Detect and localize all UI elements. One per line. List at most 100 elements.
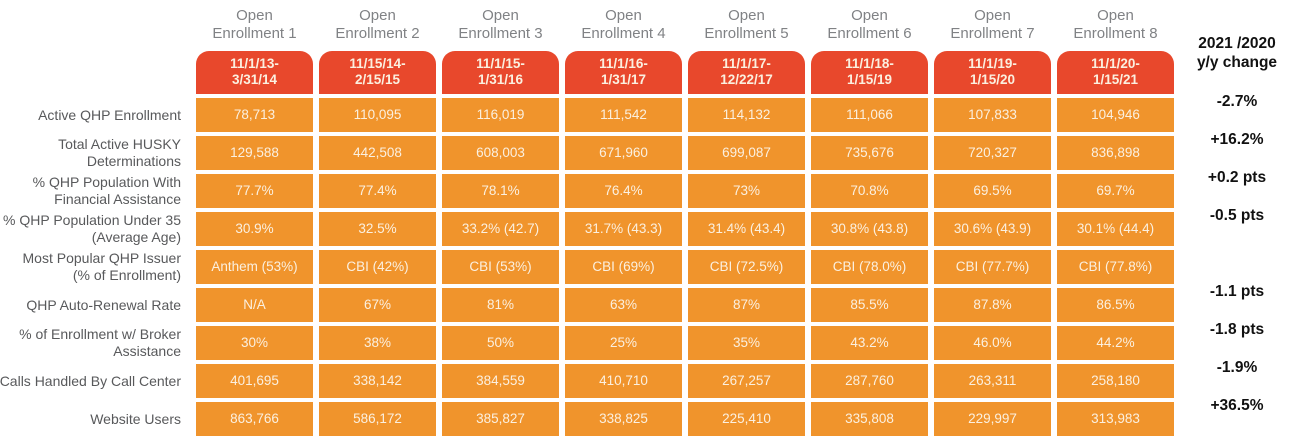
table-cell: 35% <box>688 326 805 360</box>
table-cell: 46.0% <box>934 326 1051 360</box>
table-cell: CBI (78.0%) <box>811 250 928 284</box>
row-label: Most Popular QHP Issuer (% of Enrollment) <box>0 250 190 284</box>
table-cell: 87.8% <box>934 288 1051 322</box>
column-title: Open Enrollment 6 <box>811 0 928 46</box>
column-title: Open Enrollment 5 <box>688 0 805 46</box>
row-label: Total Active HUSKY Determinations <box>0 136 190 170</box>
table-cell: 67% <box>319 288 436 322</box>
column-title-line: Open <box>605 7 642 24</box>
table-cell: 70.8% <box>811 174 928 208</box>
yy-change-value: -1.9% <box>1216 359 1258 376</box>
row-label: % of Enrollment w/ Broker Assistance <box>0 326 190 360</box>
column-title-line: Open <box>482 7 519 24</box>
table-cell: 114,132 <box>688 98 805 132</box>
table-cell: 73% <box>688 174 805 208</box>
table-cell: 129,588 <box>196 136 313 170</box>
table-cell: 267,257 <box>688 364 805 398</box>
column-date-range: 11/1/20- 1/15/21 <box>1057 50 1174 94</box>
row-label: Calls Handled By Call Center <box>0 364 190 398</box>
row-label-line: % QHP Population With <box>32 174 181 191</box>
table-cell: 78,713 <box>196 98 313 132</box>
row-label-line: Most Popular QHP Issuer <box>22 250 181 267</box>
table-cell: 104,946 <box>1057 98 1174 132</box>
table-cell: 116,019 <box>442 98 559 132</box>
table-cell: 86.5% <box>1057 288 1174 322</box>
table-cell: 586,172 <box>319 402 436 436</box>
table-cell: 313,983 <box>1057 402 1174 436</box>
column-title-line: Open <box>236 7 273 24</box>
row-label-line: Calls Handled By Call Center <box>0 372 181 389</box>
table-cell: CBI (77.8%) <box>1057 250 1174 284</box>
yy-change-header: 2021 /2020 y/y change <box>1180 0 1294 94</box>
table-cell: 410,710 <box>565 364 682 398</box>
table-cell: 338,142 <box>319 364 436 398</box>
table-cell: 78.1% <box>442 174 559 208</box>
date-range-line: 11/1/20- <box>1091 55 1140 71</box>
row-label-line: QHP Auto-Renewal Rate <box>26 296 181 313</box>
row-label-line: (Average Age) <box>91 228 181 245</box>
table-cell: Anthem (53%) <box>196 250 313 284</box>
column-title-line: Enrollment 1 <box>212 25 297 42</box>
table-cell: 31.7% (43.3) <box>565 212 682 246</box>
row-label: Website Users <box>0 402 190 436</box>
row-label-line: Active QHP Enrollment <box>38 106 181 123</box>
row-label-line: (% of Enrollment) <box>72 266 181 283</box>
table-cell: 69.5% <box>934 174 1051 208</box>
column-date-range: 11/1/19- 1/15/20 <box>934 50 1051 94</box>
table-cell: 30.8% (43.8) <box>811 212 928 246</box>
yy-change-value: -1.1 pts <box>1209 283 1265 300</box>
table-cell: CBI (69%) <box>565 250 682 284</box>
row-label-line: % QHP Population Under 35 <box>3 212 181 229</box>
table-cell: 671,960 <box>565 136 682 170</box>
table-cell: 77.4% <box>319 174 436 208</box>
table-cell: 38% <box>319 326 436 360</box>
table-cell: 32.5% <box>319 212 436 246</box>
row-label-line: Assistance <box>113 342 181 359</box>
table-cell: 30.6% (43.9) <box>934 212 1051 246</box>
table-cell: 107,833 <box>934 98 1051 132</box>
table-cell: 30% <box>196 326 313 360</box>
date-range-line: 3/31/14 <box>231 72 278 87</box>
table-cell: 258,180 <box>1057 364 1174 398</box>
column-title: Open Enrollment 7 <box>934 0 1051 46</box>
table-cell: 31.4% (43.4) <box>688 212 805 246</box>
column-title: Open Enrollment 4 <box>565 0 682 46</box>
table-cell: 401,695 <box>196 364 313 398</box>
row-label-line: Determinations <box>86 152 181 169</box>
row-label-line: Financial Assistance <box>54 190 181 207</box>
table-cell: 25% <box>565 326 682 360</box>
column-title-line: Enrollment 2 <box>335 25 420 42</box>
date-range-line: 1/15/21 <box>1092 72 1139 87</box>
table-cell: 229,997 <box>934 402 1051 436</box>
table-cell: 77.7% <box>196 174 313 208</box>
date-range-line: 1/31/17 <box>600 72 647 87</box>
table-cell: CBI (72.5%) <box>688 250 805 284</box>
column-title-line: Enrollment 8 <box>1073 25 1158 42</box>
date-range-line: 1/31/16 <box>477 72 524 87</box>
table-cell: 287,760 <box>811 364 928 398</box>
row-label: % QHP Population Under 35 (Average Age) <box>0 212 190 246</box>
table-cell: 836,898 <box>1057 136 1174 170</box>
column-title-line: Open <box>1097 7 1134 24</box>
yy-change-header-line: 2021 /2020 <box>1198 35 1276 52</box>
date-range-line: 2/15/15 <box>354 72 401 87</box>
row-label: % QHP Population With Financial Assistanc… <box>0 174 190 208</box>
yy-change-value: +36.5% <box>1210 397 1264 414</box>
table-cell: 44.2% <box>1057 326 1174 360</box>
date-range-line: 11/1/13- <box>230 55 279 71</box>
table-cell: 442,508 <box>319 136 436 170</box>
table-cell: 111,066 <box>811 98 928 132</box>
table-cell: 720,327 <box>934 136 1051 170</box>
column-title: Open Enrollment 3 <box>442 0 559 46</box>
table-cell: 43.2% <box>811 326 928 360</box>
date-range-line: 1/15/19 <box>846 72 893 87</box>
table-cell: 225,410 <box>688 402 805 436</box>
table-cell: 69.7% <box>1057 174 1174 208</box>
table-cell: CBI (42%) <box>319 250 436 284</box>
table-cell: 85.5% <box>811 288 928 322</box>
column-title-line: Open <box>851 7 888 24</box>
column-title: Open Enrollment 1 <box>196 0 313 46</box>
table-cell: 33.2% (42.7) <box>442 212 559 246</box>
